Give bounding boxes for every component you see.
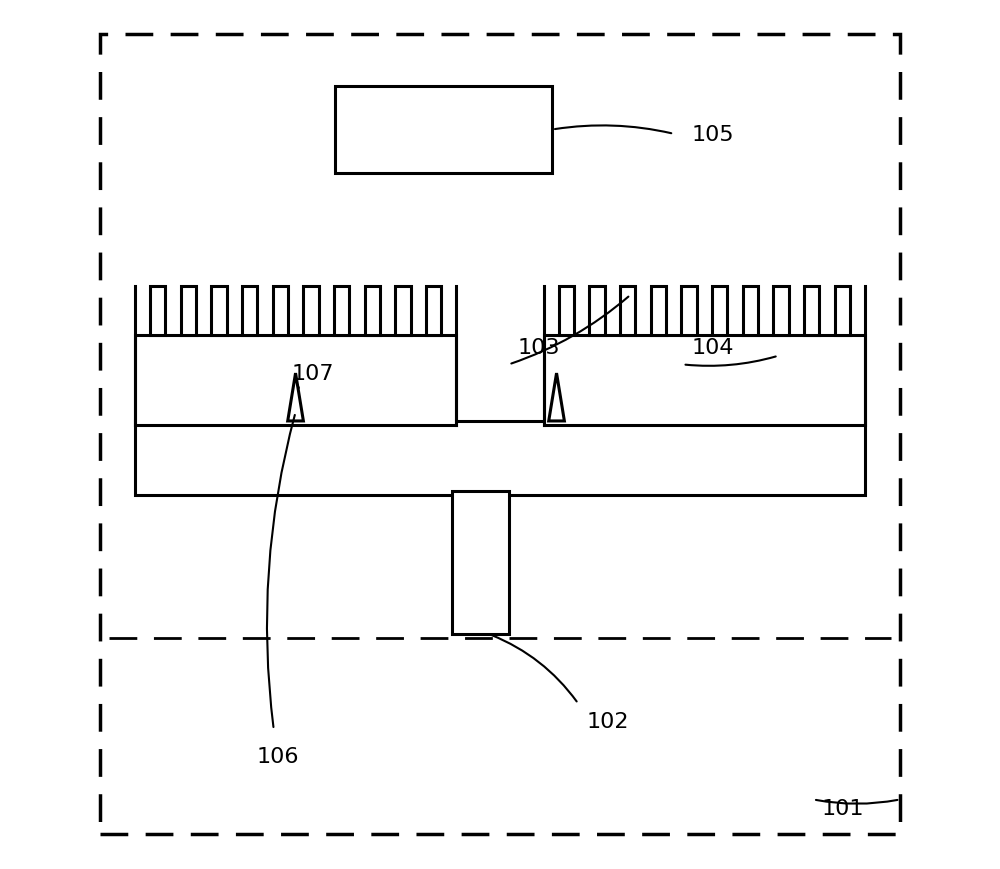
Bar: [135, 421, 865, 495]
Text: 104: 104: [691, 338, 734, 357]
Bar: [395, 287, 411, 335]
Text: 106: 106: [256, 746, 299, 766]
Bar: [681, 287, 697, 335]
Polygon shape: [288, 374, 303, 421]
Bar: [559, 287, 574, 335]
Text: 105: 105: [691, 125, 734, 144]
Bar: [544, 335, 865, 426]
Bar: [181, 287, 196, 335]
Text: 102: 102: [587, 712, 630, 731]
Bar: [651, 287, 666, 335]
Bar: [273, 287, 288, 335]
Bar: [334, 287, 349, 335]
Text: 107: 107: [291, 364, 334, 383]
Bar: [804, 287, 819, 335]
Bar: [365, 287, 380, 335]
Bar: [242, 287, 257, 335]
Bar: [743, 287, 758, 335]
Bar: [211, 287, 227, 335]
Bar: [303, 287, 319, 335]
Bar: [835, 287, 850, 335]
Bar: [620, 287, 635, 335]
Text: 101: 101: [822, 799, 864, 818]
Bar: [150, 287, 165, 335]
Text: 103: 103: [517, 338, 560, 357]
Polygon shape: [549, 374, 564, 421]
Bar: [452, 491, 509, 634]
Bar: [426, 287, 441, 335]
Bar: [135, 335, 456, 426]
Bar: [589, 287, 605, 335]
Bar: [773, 287, 789, 335]
Bar: [712, 287, 727, 335]
Bar: [335, 87, 552, 174]
